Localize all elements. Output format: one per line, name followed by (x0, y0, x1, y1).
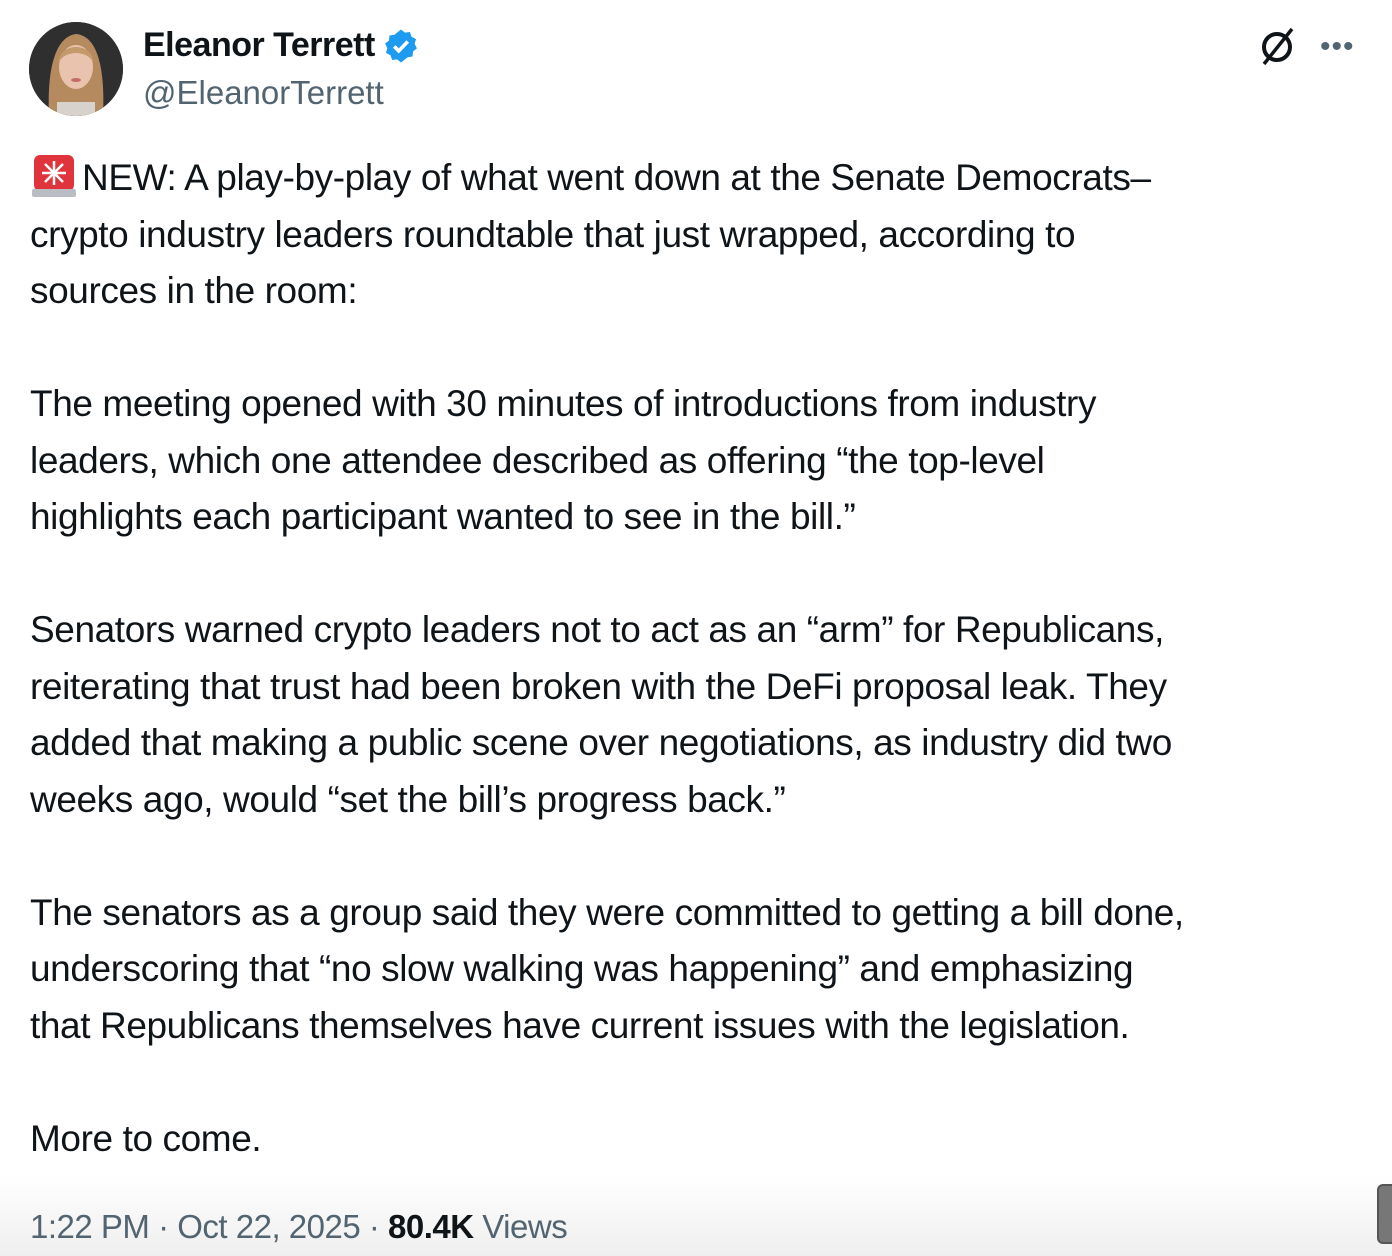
more-options-icon[interactable]: ••• (1320, 30, 1355, 63)
post-paragraph: The meeting opened with 30 minutes of in… (30, 383, 1097, 537)
avatar[interactable] (29, 22, 123, 116)
grok-icon[interactable] (1256, 26, 1298, 68)
author-handle[interactable]: @EleanorTerrett (143, 74, 384, 111)
police-light-emoji-icon (32, 155, 76, 197)
post-date[interactable]: Oct 22, 2025 (177, 1208, 361, 1245)
footer-fade (0, 1175, 1392, 1256)
views-label: Views (482, 1208, 568, 1245)
post-meta: 1:22 PM · Oct 22, 2025 · 80.4K Views (30, 1208, 568, 1245)
post-paragraph: Senators warned crypto leaders not to ac… (30, 609, 1172, 820)
post-paragraph: More to come. (30, 1117, 262, 1159)
post-paragraph: The senators as a group said they were c… (30, 891, 1184, 1046)
post-time[interactable]: 1:22 PM (30, 1208, 150, 1245)
scrollbar[interactable] (1377, 1184, 1392, 1244)
views-count: 80.4K (388, 1208, 474, 1245)
verified-badge-icon (384, 29, 417, 62)
post-text: NEW: A play-by-play of what went down at… (30, 150, 1184, 1224)
post-paragraph: NEW: A play-by-play of what went down at… (30, 150, 1184, 320)
author-name[interactable]: Eleanor Terrett (143, 26, 419, 65)
